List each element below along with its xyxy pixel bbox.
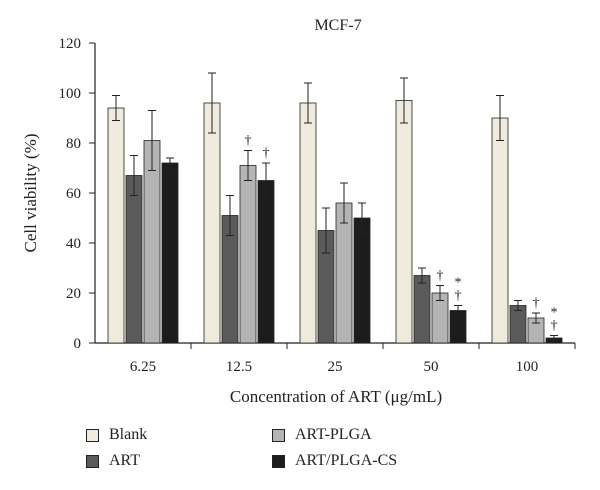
bar-0-1: [203, 102, 221, 344]
annotation-3-1: †: [455, 289, 462, 304]
bar-0-3: [395, 100, 413, 344]
annotation-5-1: †: [551, 319, 558, 334]
annotation-2-0: †: [437, 269, 444, 284]
bar-1-4: [509, 305, 527, 344]
x-tick-label-0: 6.25: [130, 359, 156, 375]
annotation-4-0: †: [533, 296, 540, 311]
annotation-1-0: †: [263, 146, 270, 161]
x-axis-label: Concentration of ART (μg/mL): [230, 387, 442, 406]
y-tick-label-5: 100: [59, 86, 82, 102]
bar-3-0: [161, 162, 179, 344]
bar-1-0: [125, 175, 143, 344]
bar-2-1: [239, 165, 257, 344]
bar-3-2: [353, 217, 371, 344]
bar-3-1: [257, 180, 275, 344]
y-tick-label-2: 40: [66, 236, 81, 252]
x-tick-label-3: 50: [424, 359, 439, 375]
chart-title: MCF-7: [314, 17, 361, 34]
y-axis-label: Cell viability (%): [21, 134, 40, 253]
y-tick-label-0: 0: [74, 336, 82, 352]
y-tick-label-1: 20: [66, 286, 81, 302]
y-tick-label-6: 120: [59, 36, 82, 52]
y-tick-label-3: 60: [66, 186, 81, 202]
annotation-5-0: *: [551, 306, 558, 321]
x-tick-label-2: 25: [328, 359, 343, 375]
bar-0-0: [107, 107, 125, 344]
bar-0-2: [299, 102, 317, 344]
x-tick-label-1: 12.5: [226, 359, 252, 375]
annotation-0-0: †: [245, 134, 252, 149]
annotation-3-0: *: [455, 276, 462, 291]
x-tick-label-4: 100: [516, 359, 539, 375]
bar-2-2: [335, 202, 353, 344]
bar-0-4: [491, 117, 509, 344]
bar-1-3: [413, 275, 431, 344]
y-tick-label-4: 80: [66, 136, 81, 152]
